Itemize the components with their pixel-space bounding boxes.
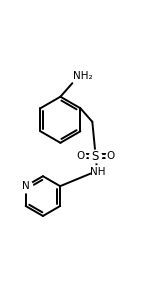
Text: O: O bbox=[106, 151, 115, 161]
Text: NH: NH bbox=[90, 167, 106, 177]
Text: O: O bbox=[76, 151, 84, 161]
Text: N: N bbox=[22, 181, 30, 191]
Text: S: S bbox=[92, 150, 99, 163]
Text: NH₂: NH₂ bbox=[73, 71, 93, 81]
